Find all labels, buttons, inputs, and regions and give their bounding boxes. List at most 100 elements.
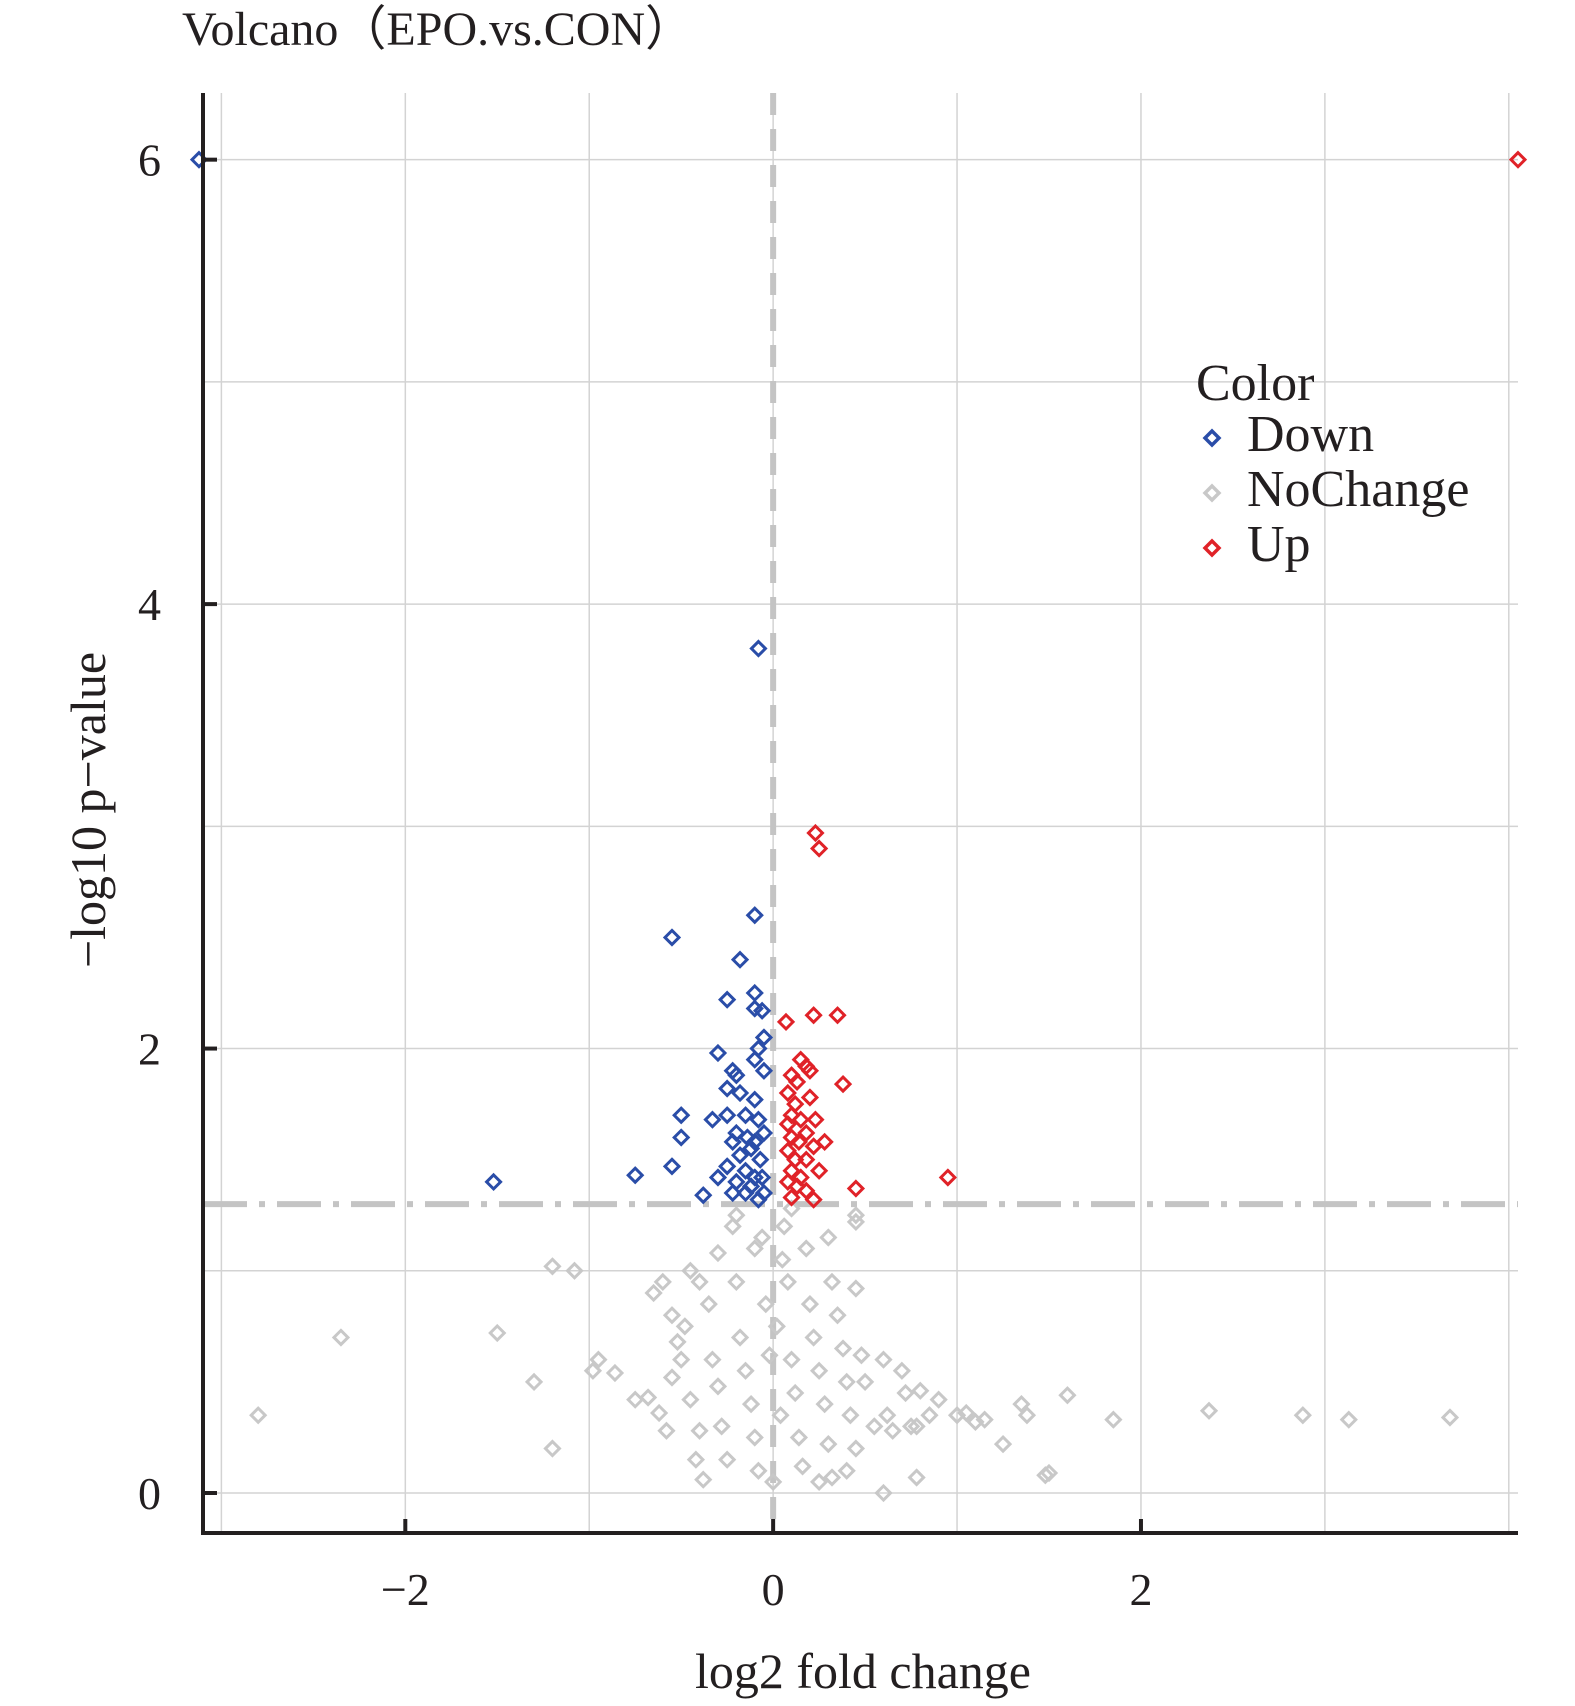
legend-label-nochange: NoChange: [1247, 461, 1469, 518]
point-nochange: [1440, 1408, 1460, 1427]
point-nochange: [703, 1350, 722, 1369]
point-down: [745, 1132, 764, 1152]
point-up: [806, 1110, 825, 1129]
point-nochange: [1339, 1410, 1358, 1429]
point-nochange: [841, 1406, 860, 1425]
point-nochange: [819, 1434, 838, 1454]
point-down: [723, 1132, 742, 1152]
point-nochange: [653, 1272, 672, 1292]
point-nochange: [846, 1212, 866, 1232]
point-up: [797, 1123, 816, 1143]
point-nochange: [833, 1339, 853, 1358]
point-nochange: [331, 1328, 351, 1347]
point-nochange: [662, 1306, 682, 1325]
point-nochange: [589, 1350, 608, 1369]
legend-title: Color: [1196, 355, 1314, 412]
point-up: [782, 1188, 801, 1207]
point-nochange: [662, 1368, 682, 1387]
point-nochange: [657, 1421, 676, 1440]
chart-title: Volcano（EPO.vs.CON）: [182, 3, 693, 56]
point-nochange: [764, 1472, 783, 1492]
point-nochange: [488, 1323, 507, 1343]
point-nochange: [966, 1412, 985, 1432]
point-down: [730, 1083, 750, 1103]
point-nochange: [524, 1372, 544, 1392]
point-nochange: [778, 1272, 797, 1292]
point-nochange: [756, 1294, 775, 1314]
point-nochange: [892, 1361, 912, 1380]
point-nochange: [638, 1388, 658, 1407]
point-nochange: [690, 1421, 709, 1440]
data-points: [189, 150, 1528, 1503]
point-nochange: [874, 1350, 893, 1369]
point-nochange: [874, 1483, 893, 1503]
point-nochange: [822, 1272, 842, 1292]
point-nochange: [730, 1328, 750, 1347]
point-nochange: [675, 1317, 694, 1336]
point-down: [749, 639, 768, 658]
point-up: [800, 1088, 820, 1107]
point-nochange: [883, 1421, 902, 1440]
point-nochange: [1017, 1406, 1037, 1425]
point-down: [730, 950, 750, 969]
point-nochange: [901, 1417, 921, 1436]
point-nochange: [809, 1472, 829, 1492]
point-up: [804, 1190, 823, 1209]
point-nochange: [846, 1439, 866, 1458]
point-nochange: [837, 1461, 856, 1480]
point-up: [833, 1074, 853, 1094]
point-nochange: [804, 1328, 823, 1347]
point-nochange: [741, 1394, 761, 1414]
point-up: [806, 823, 825, 843]
point-down: [708, 1043, 728, 1063]
x-tick-label: 0: [762, 1564, 785, 1615]
point-down: [752, 1168, 772, 1187]
point-down: [736, 1106, 755, 1125]
point-down: [708, 1168, 728, 1187]
point-nochange: [723, 1217, 742, 1236]
point-up: [778, 1172, 797, 1192]
point-up: [846, 1179, 866, 1198]
legend-label-down: Down: [1247, 406, 1374, 463]
point-nochange: [852, 1346, 871, 1365]
point-down: [736, 1161, 755, 1180]
point-nochange: [846, 1206, 866, 1225]
legend-marker-nochange: [1202, 483, 1222, 503]
y-tick-label: 6: [138, 135, 161, 186]
point-down: [703, 1110, 722, 1129]
point-up: [828, 1006, 847, 1025]
point-up: [800, 1061, 820, 1080]
point-nochange: [773, 1250, 792, 1269]
point-down: [754, 1061, 774, 1080]
point-nochange: [249, 1406, 268, 1425]
point-nochange: [1012, 1394, 1031, 1414]
point-nochange: [699, 1294, 718, 1314]
point-nochange: [727, 1206, 746, 1225]
point-nochange: [543, 1439, 562, 1458]
y-tick-label: 0: [138, 1468, 161, 1519]
point-down: [718, 1079, 737, 1098]
point-up: [782, 1128, 801, 1147]
point-nochange: [681, 1390, 700, 1409]
point-nochange: [749, 1461, 768, 1480]
point-down: [662, 928, 682, 947]
point-nochange: [809, 1361, 829, 1380]
point-nochange: [957, 1403, 976, 1423]
y-axis-label: −log10 p−value: [60, 652, 116, 968]
point-nochange: [911, 1381, 930, 1400]
point-nochange: [681, 1261, 700, 1280]
point-nochange: [775, 1217, 794, 1236]
axes: −2 0 2 0 2 4 6: [138, 93, 1518, 1615]
point-nochange: [686, 1450, 706, 1469]
point-up: [791, 1110, 810, 1129]
point-nochange: [789, 1428, 809, 1447]
point-down: [626, 1166, 645, 1185]
point-down: [484, 1172, 503, 1192]
point-down: [672, 1128, 691, 1147]
point-down: [727, 1066, 746, 1085]
point-nochange: [865, 1417, 884, 1436]
point-nochange: [626, 1390, 645, 1409]
point-nochange: [1039, 1463, 1059, 1483]
point-down: [723, 1183, 742, 1203]
point-nochange: [878, 1406, 897, 1425]
